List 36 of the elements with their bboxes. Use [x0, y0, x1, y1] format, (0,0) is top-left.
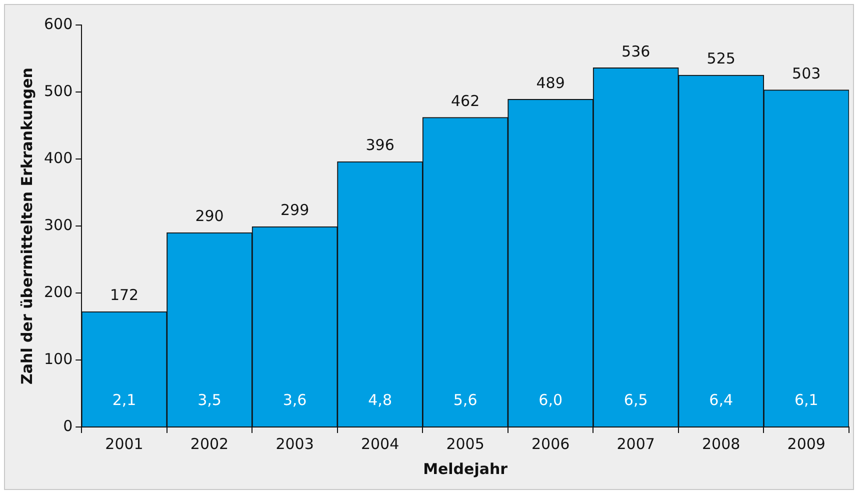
data-label: 536 — [622, 42, 650, 60]
x-tick-label: 2009 — [787, 434, 826, 453]
annotation: 2,1 — [112, 390, 136, 409]
annotation: 5,6 — [453, 390, 478, 409]
annotation: 3,6 — [282, 390, 307, 409]
data-label: 290 — [195, 207, 224, 226]
y-tick-label: 300 — [44, 216, 73, 234]
y-tick-label: 200 — [44, 282, 73, 301]
x-axis-title: Meldejahr — [423, 460, 508, 478]
y-tick-label: 600 — [44, 14, 73, 33]
annotation: 6,1 — [794, 390, 818, 409]
data-label: 503 — [792, 64, 821, 82]
x-tick-label: 2006 — [531, 434, 570, 453]
x-tick-label: 2004 — [360, 434, 400, 453]
x-tick-label: 2001 — [105, 434, 144, 453]
x-tick-label: 2003 — [276, 434, 314, 453]
data-label: 489 — [536, 74, 565, 92]
data-label: 396 — [366, 136, 394, 154]
y-tick-label: 100 — [44, 350, 73, 368]
data-label: 525 — [706, 50, 736, 68]
annotation: 6,4 — [709, 390, 734, 409]
annotation: 3,5 — [198, 390, 222, 409]
y-tick-label: 500 — [44, 82, 73, 100]
x-tick-label: 2005 — [446, 434, 484, 453]
data-label: 299 — [280, 201, 310, 220]
data-label: 172 — [110, 286, 139, 304]
x-tick-label: 2002 — [190, 434, 229, 453]
y-axis-title: Zahl der übermittelten Erkrankungen — [18, 68, 36, 384]
annotation: 6,5 — [624, 390, 648, 409]
y-tick-label: 0 — [63, 416, 73, 435]
annotation: 6,0 — [538, 390, 563, 409]
annotation: 4,8 — [368, 390, 392, 409]
x-tick-label: 2008 — [702, 434, 740, 453]
x-tick-label: 2007 — [616, 434, 655, 453]
y-tick-label: 400 — [44, 148, 73, 167]
data-label: 462 — [450, 92, 480, 110]
